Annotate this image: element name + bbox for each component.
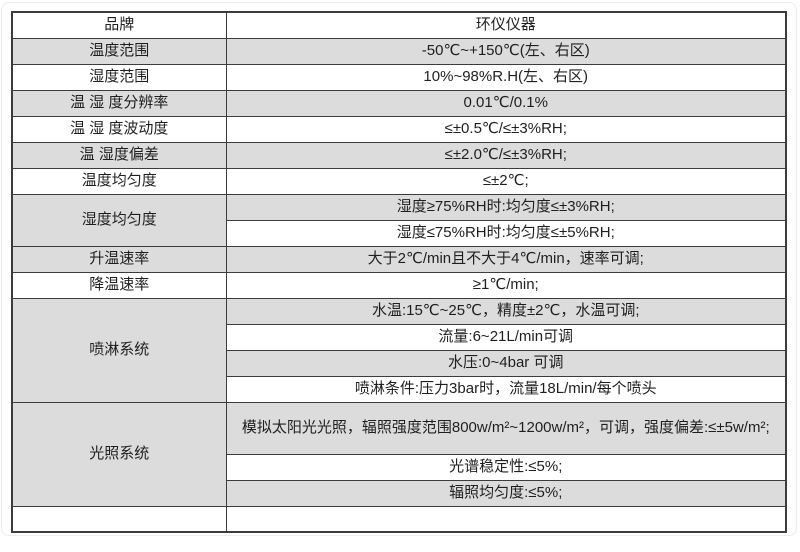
spec-label-cell — [11, 505, 227, 533]
spec-label-cell: 光照系统 — [11, 401, 227, 507]
spec-value-cell: ≥1℃/min; — [225, 271, 787, 299]
spec-value-cell: 流量:6~21L/min可调 — [225, 323, 787, 351]
table-row: 温度范围 -50℃~+150℃(左、右区) — [11, 37, 787, 65]
spec-value-cell: 10%~98%R.H(左、右区) — [225, 63, 787, 91]
spec-value-cell: ≤±2℃; — [225, 167, 787, 195]
spec-label-cell: 温度均匀度 — [11, 167, 227, 195]
spec-table-body: 品牌 环仪仪器 温度范围 -50℃~+150℃(左、右区) 湿度范围 10%~98%R.H… — [11, 11, 787, 533]
spec-value-cell: -50℃~+150℃(左、右区) — [225, 37, 787, 65]
table-row: 温度均匀度 ≤±2℃; — [11, 167, 787, 195]
spec-label-cell: 降温速率 — [11, 271, 227, 299]
table-row: 喷淋系统 水温:15℃~25℃，精度±2℃，水温可调; — [11, 297, 787, 403]
spec-value-cell: 辐照均匀度:≤5%; — [225, 479, 787, 507]
table-row: 湿度均匀度 湿度≥75%RH时:均匀度≤±3%RH; — [11, 193, 787, 247]
spec-label-cell: 升温速率 — [11, 245, 227, 273]
spec-value-cell: 大于2℃/min且不大于4℃/min，速率可调; — [225, 245, 787, 273]
spec-label-cell: 湿度均匀度 — [11, 193, 227, 247]
table-row: 湿度范围 10%~98%R.H(左、右区) — [11, 63, 787, 91]
table-row: 降温速率 ≥1℃/min; — [11, 271, 787, 299]
table-row: 辐照均匀度:≤5%; — [12, 479, 787, 507]
spec-label-cell: 品牌 — [11, 11, 227, 39]
spec-label-cell: 温 湿 度波动度 — [11, 115, 227, 143]
spec-value-cell — [225, 505, 787, 533]
spec-value-cell: 湿度≥75%RH时:均匀度≤±3%RH; — [225, 193, 787, 221]
table-row: 光谱稳定性:≤5%; — [12, 453, 787, 481]
table-row: 光照系统 模拟太阳光光照，辐照强度范围800w/m²~1200w/m²，可调，强度… — [11, 401, 787, 507]
spec-value-cell: 水压:0~4bar 可调 — [225, 349, 787, 377]
table-row: 流量:6~21L/min可调 — [12, 323, 787, 351]
spec-value-cell: ≤±2.0℃/≤±3%RH; — [225, 141, 787, 169]
table-row: 升温速率 大于2℃/min且不大于4℃/min，速率可调; — [11, 245, 787, 273]
spec-value-cell: 水温:15℃~25℃，精度±2℃，水温可调; — [225, 297, 787, 325]
table-row: 湿度≤75%RH时:均匀度≤±5%RH; — [12, 219, 787, 247]
spec-value-cell: 喷淋条件:压力3bar时，流量18L/min/每个喷头 — [225, 375, 787, 403]
spec-value-cell: 环仪仪器 — [225, 11, 787, 39]
spec-label-cell: 湿度范围 — [11, 63, 227, 91]
table-row: 喷淋条件:压力3bar时，流量18L/min/每个喷头 — [12, 375, 787, 403]
spec-label-cell: 温 湿 度分辨率 — [11, 89, 227, 117]
spec-label-cell: 温度范围 — [11, 37, 227, 65]
spec-table: 品牌 环仪仪器 温度范围 -50℃~+150℃(左、右区) 湿度范围 10%~98%R.H… — [11, 11, 787, 533]
table-row: 品牌 环仪仪器 — [11, 11, 787, 39]
spec-label-cell: 温 湿度偏差 — [11, 141, 227, 169]
table-row: 温 湿 度波动度 ≤±0.5℃/≤±3%RH; — [11, 115, 787, 143]
spec-value-cell: 湿度≤75%RH时:均匀度≤±5%RH; — [225, 219, 787, 247]
spec-label-cell: 喷淋系统 — [11, 297, 227, 403]
table-row: 温 湿度偏差 ≤±2.0℃/≤±3%RH; — [11, 141, 787, 169]
table-row: 温 湿 度分辨率 0.01℃/0.1% — [11, 89, 787, 117]
table-row — [11, 505, 787, 533]
spec-value-cell: ≤±0.5℃/≤±3%RH; — [225, 115, 787, 143]
spec-value-cell: 光谱稳定性:≤5%; — [225, 453, 787, 481]
spec-value-cell: 0.01℃/0.1% — [225, 89, 787, 117]
spec-value-cell: 模拟太阳光光照，辐照强度范围800w/m²~1200w/m²，可调，强度偏差:≤… — [225, 401, 787, 455]
